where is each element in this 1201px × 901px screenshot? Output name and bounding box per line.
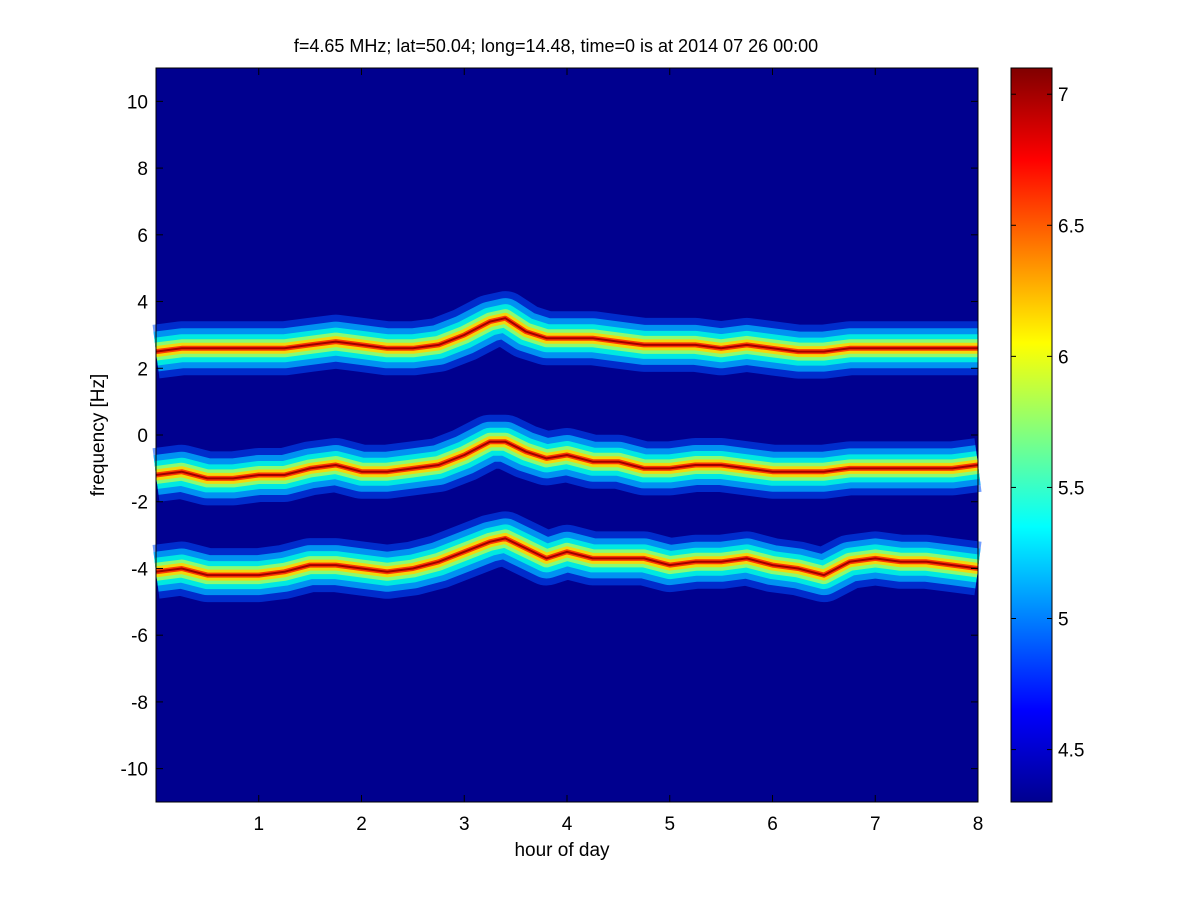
signal-band-1 xyxy=(152,291,980,379)
x-axis-label: hour of day xyxy=(514,840,610,861)
x-tick-label: 2 xyxy=(356,814,367,835)
y-tick-label: 6 xyxy=(137,226,148,247)
signal-band-2-layer-7 xyxy=(155,440,979,480)
y-tick-label: 8 xyxy=(137,159,148,180)
x-tick-label: 8 xyxy=(973,814,984,835)
signal-band-2 xyxy=(152,414,982,506)
x-tick-label: 7 xyxy=(870,814,881,835)
colorbar-tick-label: 6 xyxy=(1058,347,1069,368)
y-axis-ticks: 10 8 6 4 2 0 -2 -4 -6 -8 -10 xyxy=(121,92,978,781)
x-tick-label: 1 xyxy=(253,814,264,835)
y-tick-label: -4 xyxy=(131,559,148,580)
y-tick-label: -8 xyxy=(131,693,148,714)
colorbar-tick-label: 6.5 xyxy=(1058,216,1084,237)
x-tick-label: 6 xyxy=(767,814,778,835)
y-tick-label: -10 xyxy=(121,760,148,781)
chart-title: f=4.65 MHz; lat=50.04; long=14.48, time=… xyxy=(294,36,818,56)
colorbar-tick-label: 7 xyxy=(1058,85,1069,106)
colorbar-ticks: 4.5 5 5.5 6 6.5 7 xyxy=(1011,85,1084,762)
y-tick-label: 4 xyxy=(137,293,148,314)
colorbar-tick-label: 5.5 xyxy=(1058,478,1084,499)
x-axis-ticks: 1 2 3 4 5 6 7 8 xyxy=(253,68,983,835)
signal-band-3 xyxy=(152,511,982,603)
y-tick-label: 10 xyxy=(127,92,148,113)
colorbar-gradient xyxy=(1010,67,1053,803)
plot-area: 1 2 3 4 5 6 7 8 10 8 6 4 2 0 -2 -4 -6 -8 -10 xyxy=(121,67,983,835)
y-tick-label: -6 xyxy=(131,626,148,647)
y-axis-label: frequency [Hz] xyxy=(88,374,109,497)
signal-band-3-layer-7 xyxy=(155,537,979,577)
colorbar-tick-label: 5 xyxy=(1058,610,1069,631)
y-tick-label: 0 xyxy=(137,426,148,447)
x-tick-label: 4 xyxy=(562,814,573,835)
signal-bands xyxy=(152,291,982,603)
colorbar-tick-label: 4.5 xyxy=(1058,741,1084,762)
x-tick-label: 3 xyxy=(459,814,470,835)
y-tick-label: 2 xyxy=(137,359,148,380)
colorbar: 4.5 5 5.5 6 6.5 7 xyxy=(1010,67,1084,803)
y-tick-label: -2 xyxy=(131,493,148,514)
signal-band-1-layer-7 xyxy=(155,317,978,353)
x-tick-label: 5 xyxy=(664,814,675,835)
